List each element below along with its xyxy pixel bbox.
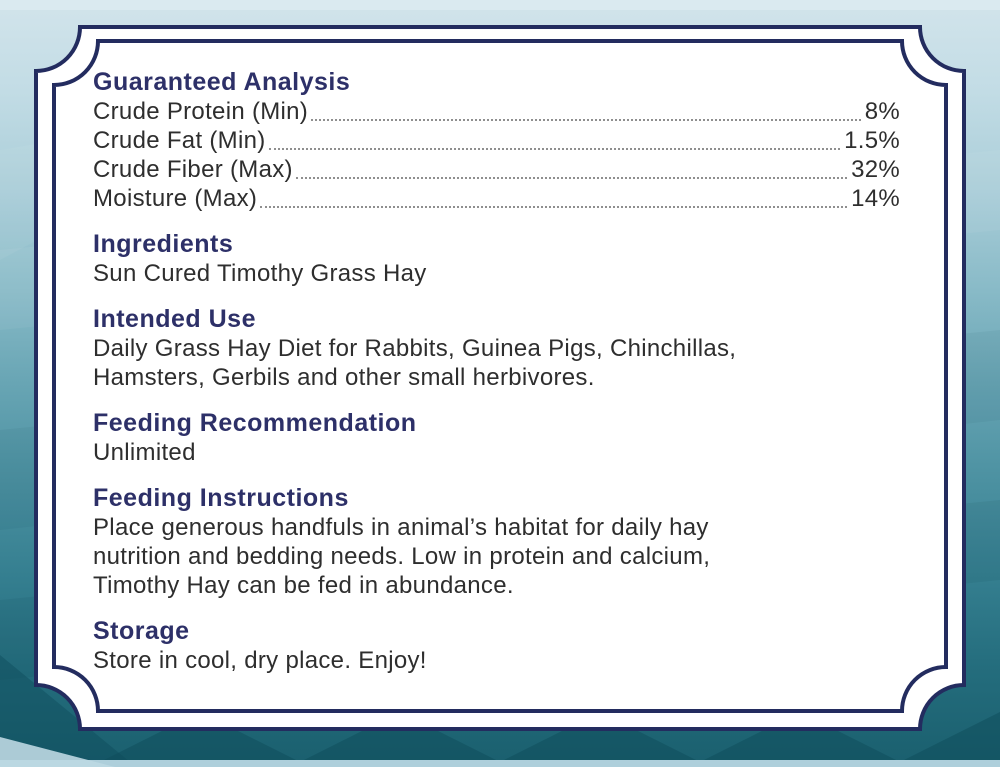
analysis-row-crude-fat: Crude Fat (Min) 1.5%: [93, 126, 900, 155]
section-heading: Ingredients: [93, 230, 234, 258]
row-value: 1.5%: [844, 127, 900, 154]
dotted-leader: [311, 97, 861, 121]
dotted-leader: [268, 126, 841, 150]
analysis-row-crude-protein: Crude Protein (Min) 8%: [93, 97, 900, 126]
card-outer-border: [34, 25, 966, 731]
analysis-row-moisture: Moisture (Max) 14%: [93, 184, 900, 213]
section-feeding-recommendation: Feeding Recommendation Unlimited: [93, 409, 900, 467]
section-body: Sun Cured Timothy Grass Hay: [93, 260, 427, 287]
guaranteed-analysis-heading: Guaranteed Analysis: [93, 68, 351, 96]
row-label: Crude Fiber (Max): [93, 156, 293, 183]
row-label: Crude Protein (Min): [93, 98, 309, 125]
section-intended-use: Intended Use Daily Grass Hay Diet for Ra…: [93, 305, 900, 392]
section-storage: Storage Store in cool, dry place. Enjoy!: [93, 617, 900, 675]
row-value: 32%: [851, 156, 900, 183]
analysis-row-crude-fiber: Crude Fiber (Max) 32%: [93, 155, 900, 184]
dotted-leader: [260, 184, 848, 208]
row-label: Crude Fat (Min): [93, 127, 266, 154]
section-body: Store in cool, dry place. Enjoy!: [93, 647, 427, 674]
dotted-leader: [295, 155, 848, 179]
label-content: Guaranteed Analysis Crude Protein (Min) …: [93, 68, 900, 675]
section-body: Daily Grass Hay Diet for Rabbits, Guinea…: [93, 335, 737, 391]
row-value: 14%: [851, 185, 900, 212]
section-feeding-instructions: Feeding Instructions Place generous hand…: [93, 484, 900, 600]
section-heading: Storage: [93, 617, 190, 645]
section-body: Unlimited: [93, 439, 196, 466]
section-heading: Intended Use: [93, 305, 256, 333]
section-heading: Feeding Recommendation: [93, 409, 417, 437]
section-body: Place generous handfuls in animal’s habi…: [93, 514, 711, 599]
guaranteed-analysis-table: Crude Protein (Min) 8% Crude Fat (Min) 1…: [93, 97, 900, 213]
section-guaranteed-analysis: Guaranteed Analysis Crude Protein (Min) …: [93, 68, 900, 213]
card-inner-border: [52, 39, 948, 713]
row-value: 8%: [864, 98, 900, 125]
section-ingredients: Ingredients Sun Cured Timothy Grass Hay: [93, 230, 900, 288]
section-heading: Feeding Instructions: [93, 484, 349, 512]
row-label: Moisture (Max): [93, 185, 258, 212]
